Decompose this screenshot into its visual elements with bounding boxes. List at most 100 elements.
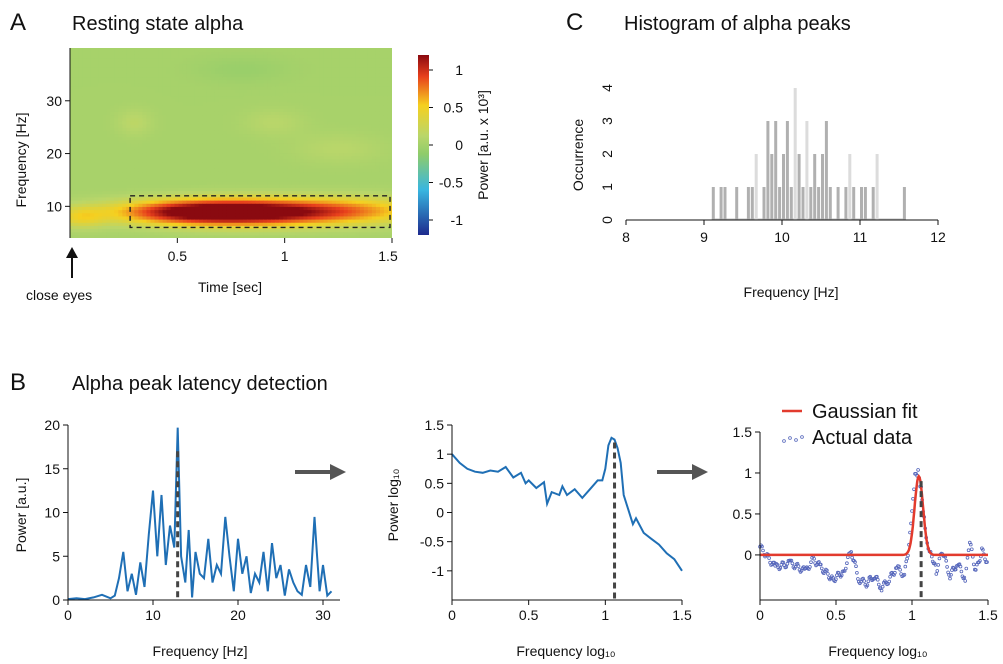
- heatmap-cell: [94, 206, 99, 211]
- heatmap-cell: [222, 139, 228, 144]
- heatmap-cell: [138, 139, 144, 144]
- heatmap-cell: [363, 187, 369, 192]
- heatmap-cell: [138, 203, 144, 207]
- heatmap-cell: [295, 82, 301, 87]
- heatmap-cell: [287, 143, 292, 147]
- heatmap-cell: [243, 101, 248, 106]
- heatmap-cell: [319, 184, 325, 188]
- heatmap-cell: [243, 98, 248, 103]
- heatmap-cell: [214, 152, 220, 157]
- heatmap-cell: [178, 187, 184, 192]
- heatmap-cell: [343, 231, 349, 236]
- heatmap-cell: [387, 51, 392, 55]
- heatmap-cell: [110, 152, 115, 157]
- heatmap-cell: [231, 124, 236, 128]
- heatmap-cell: [94, 120, 99, 125]
- heatmap-cell: [190, 231, 196, 236]
- heatmap-cell: [291, 111, 296, 116]
- heatmap-cell: [259, 149, 264, 154]
- heatmap-cell: [174, 101, 180, 106]
- heatmap-cell: [239, 200, 244, 204]
- heatmap-cell: [267, 206, 272, 211]
- heatmap-cell: [126, 184, 131, 188]
- heatmap-cell: [134, 51, 140, 55]
- heatmap-cell: [375, 193, 381, 198]
- heatmap-cell: [122, 231, 127, 236]
- heatmap-cell: [114, 111, 119, 116]
- heatmap-cell: [210, 108, 216, 112]
- heatmap-cell: [371, 177, 377, 182]
- heatmap-cell: [126, 57, 131, 62]
- heatmap-cell: [106, 222, 111, 226]
- heatmap-cell: [126, 86, 131, 90]
- heatmap-cell: [170, 203, 176, 207]
- heatmap-cell: [263, 177, 268, 182]
- heatmap-cell: [335, 146, 341, 150]
- heatmap-cell: [387, 127, 392, 131]
- heatmap-cell: [118, 79, 123, 84]
- heatmap-cell: [78, 196, 83, 201]
- heatmap-cell: [255, 70, 260, 74]
- heatmap-cell: [339, 165, 345, 169]
- heatmap-cell: [323, 162, 329, 166]
- heatmap-cell: [343, 219, 349, 223]
- heatmap-cell: [371, 114, 377, 119]
- heatmap-cell: [319, 127, 325, 131]
- heatmap-cell: [102, 149, 107, 154]
- heatmap-cell: [110, 143, 115, 147]
- heatmap-cell: [150, 101, 156, 106]
- heatmap-cell: [226, 149, 232, 154]
- heatmap-cell: [359, 234, 365, 238]
- heatmap-cell: [303, 139, 309, 144]
- heatmap-cell: [82, 152, 87, 157]
- heatmap-cell: [279, 203, 284, 207]
- heatmap-cell: [202, 209, 208, 214]
- heatmap-cell: [74, 168, 79, 173]
- heatmap-cell: [255, 209, 260, 214]
- heatmap-cell: [355, 95, 361, 100]
- heatmap-cell: [375, 101, 381, 106]
- heatmap-cell: [194, 146, 200, 150]
- heatmap-cell: [287, 124, 292, 128]
- heatmap-cell: [130, 190, 135, 195]
- heatmap-cell: [94, 149, 99, 154]
- heatmap-cell: [323, 152, 329, 157]
- heatmap-cell: [206, 155, 212, 160]
- heatmap-cell: [323, 171, 329, 176]
- heatmap-cell: [182, 76, 188, 81]
- heatmap-cell: [251, 193, 256, 198]
- heatmap-cell: [202, 190, 208, 195]
- heatmap-cell: [275, 92, 280, 97]
- heatmap-cell: [186, 95, 192, 100]
- heatmap-cell: [82, 114, 87, 119]
- heatmap-cell: [371, 158, 377, 163]
- heatmap-cell: [70, 120, 75, 125]
- heatmap-cell: [275, 234, 280, 238]
- heatmap-cell: [271, 155, 276, 160]
- heatmap-cell: [102, 228, 107, 233]
- heatmap-cell: [243, 209, 248, 214]
- heatmap-cell: [267, 203, 272, 207]
- heatmap-cell: [259, 136, 264, 141]
- heatmap-cell: [122, 215, 127, 220]
- heatmap-cell: [279, 165, 284, 169]
- heatmap-cell: [251, 76, 256, 81]
- heatmap-cell: [363, 98, 369, 103]
- heatmap-cell: [182, 152, 188, 157]
- heatmap-cell: [186, 70, 192, 74]
- heatmap-cell: [355, 67, 361, 71]
- heatmap-cell: [327, 130, 333, 135]
- heatmap-cell: [331, 98, 337, 103]
- heatmap-cell: [323, 190, 329, 195]
- heatmap-cell: [134, 193, 140, 198]
- heatmap-cell: [387, 60, 392, 65]
- heatmap-cell: [226, 187, 232, 192]
- heatmap-cell: [126, 234, 131, 238]
- heatmap-cell: [182, 86, 188, 90]
- heatmap-cell: [307, 105, 313, 109]
- heatmap-cell: [379, 114, 385, 119]
- heatmap-cell: [231, 73, 236, 78]
- heatmap-cell: [70, 60, 75, 65]
- heatmap-cell: [387, 101, 392, 106]
- heatmap-cell: [138, 162, 144, 166]
